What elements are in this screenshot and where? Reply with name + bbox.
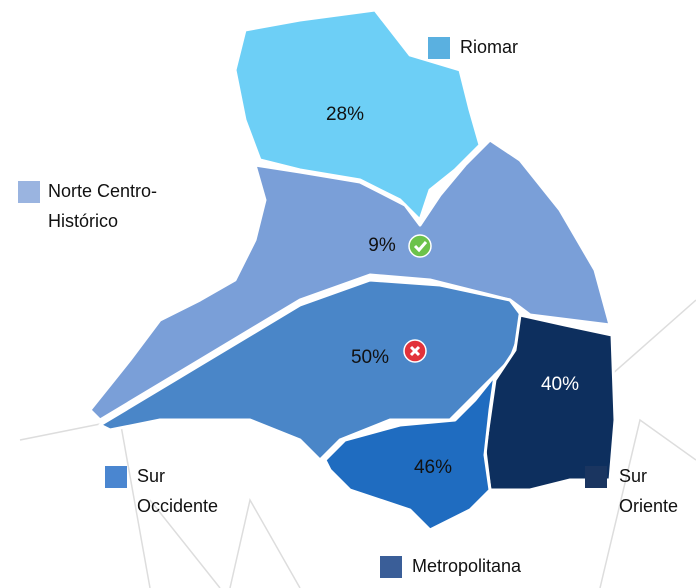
legend-label: Histórico	[48, 211, 118, 231]
cross-icon	[403, 339, 427, 363]
legend-label: Norte Centro-	[48, 181, 157, 201]
legend-swatch	[585, 466, 607, 488]
icon-circle	[408, 234, 432, 258]
legend-label: Metropolitana	[412, 556, 522, 576]
legend-label: Riomar	[460, 37, 518, 57]
region-value: 40%	[541, 374, 579, 395]
region-value: 50%	[351, 347, 389, 368]
legend-swatch	[380, 556, 402, 578]
legend-label: Oriente	[619, 496, 678, 516]
check-icon	[408, 234, 432, 258]
region-value: 28%	[326, 104, 364, 125]
legend-swatch	[105, 466, 127, 488]
region-value: 46%	[414, 457, 452, 478]
icon-mark	[413, 241, 428, 253]
legend-label: Sur	[619, 466, 647, 486]
region	[483, 313, 617, 492]
icon-mark	[409, 345, 421, 357]
region	[98, 278, 527, 462]
legend-swatch	[428, 37, 450, 59]
legend-swatch	[18, 181, 40, 203]
region	[323, 373, 497, 532]
region	[233, 8, 482, 222]
legend-label: Sur	[137, 466, 165, 486]
region-value: 9%	[368, 235, 396, 256]
legend-label: Occidente	[137, 496, 218, 516]
